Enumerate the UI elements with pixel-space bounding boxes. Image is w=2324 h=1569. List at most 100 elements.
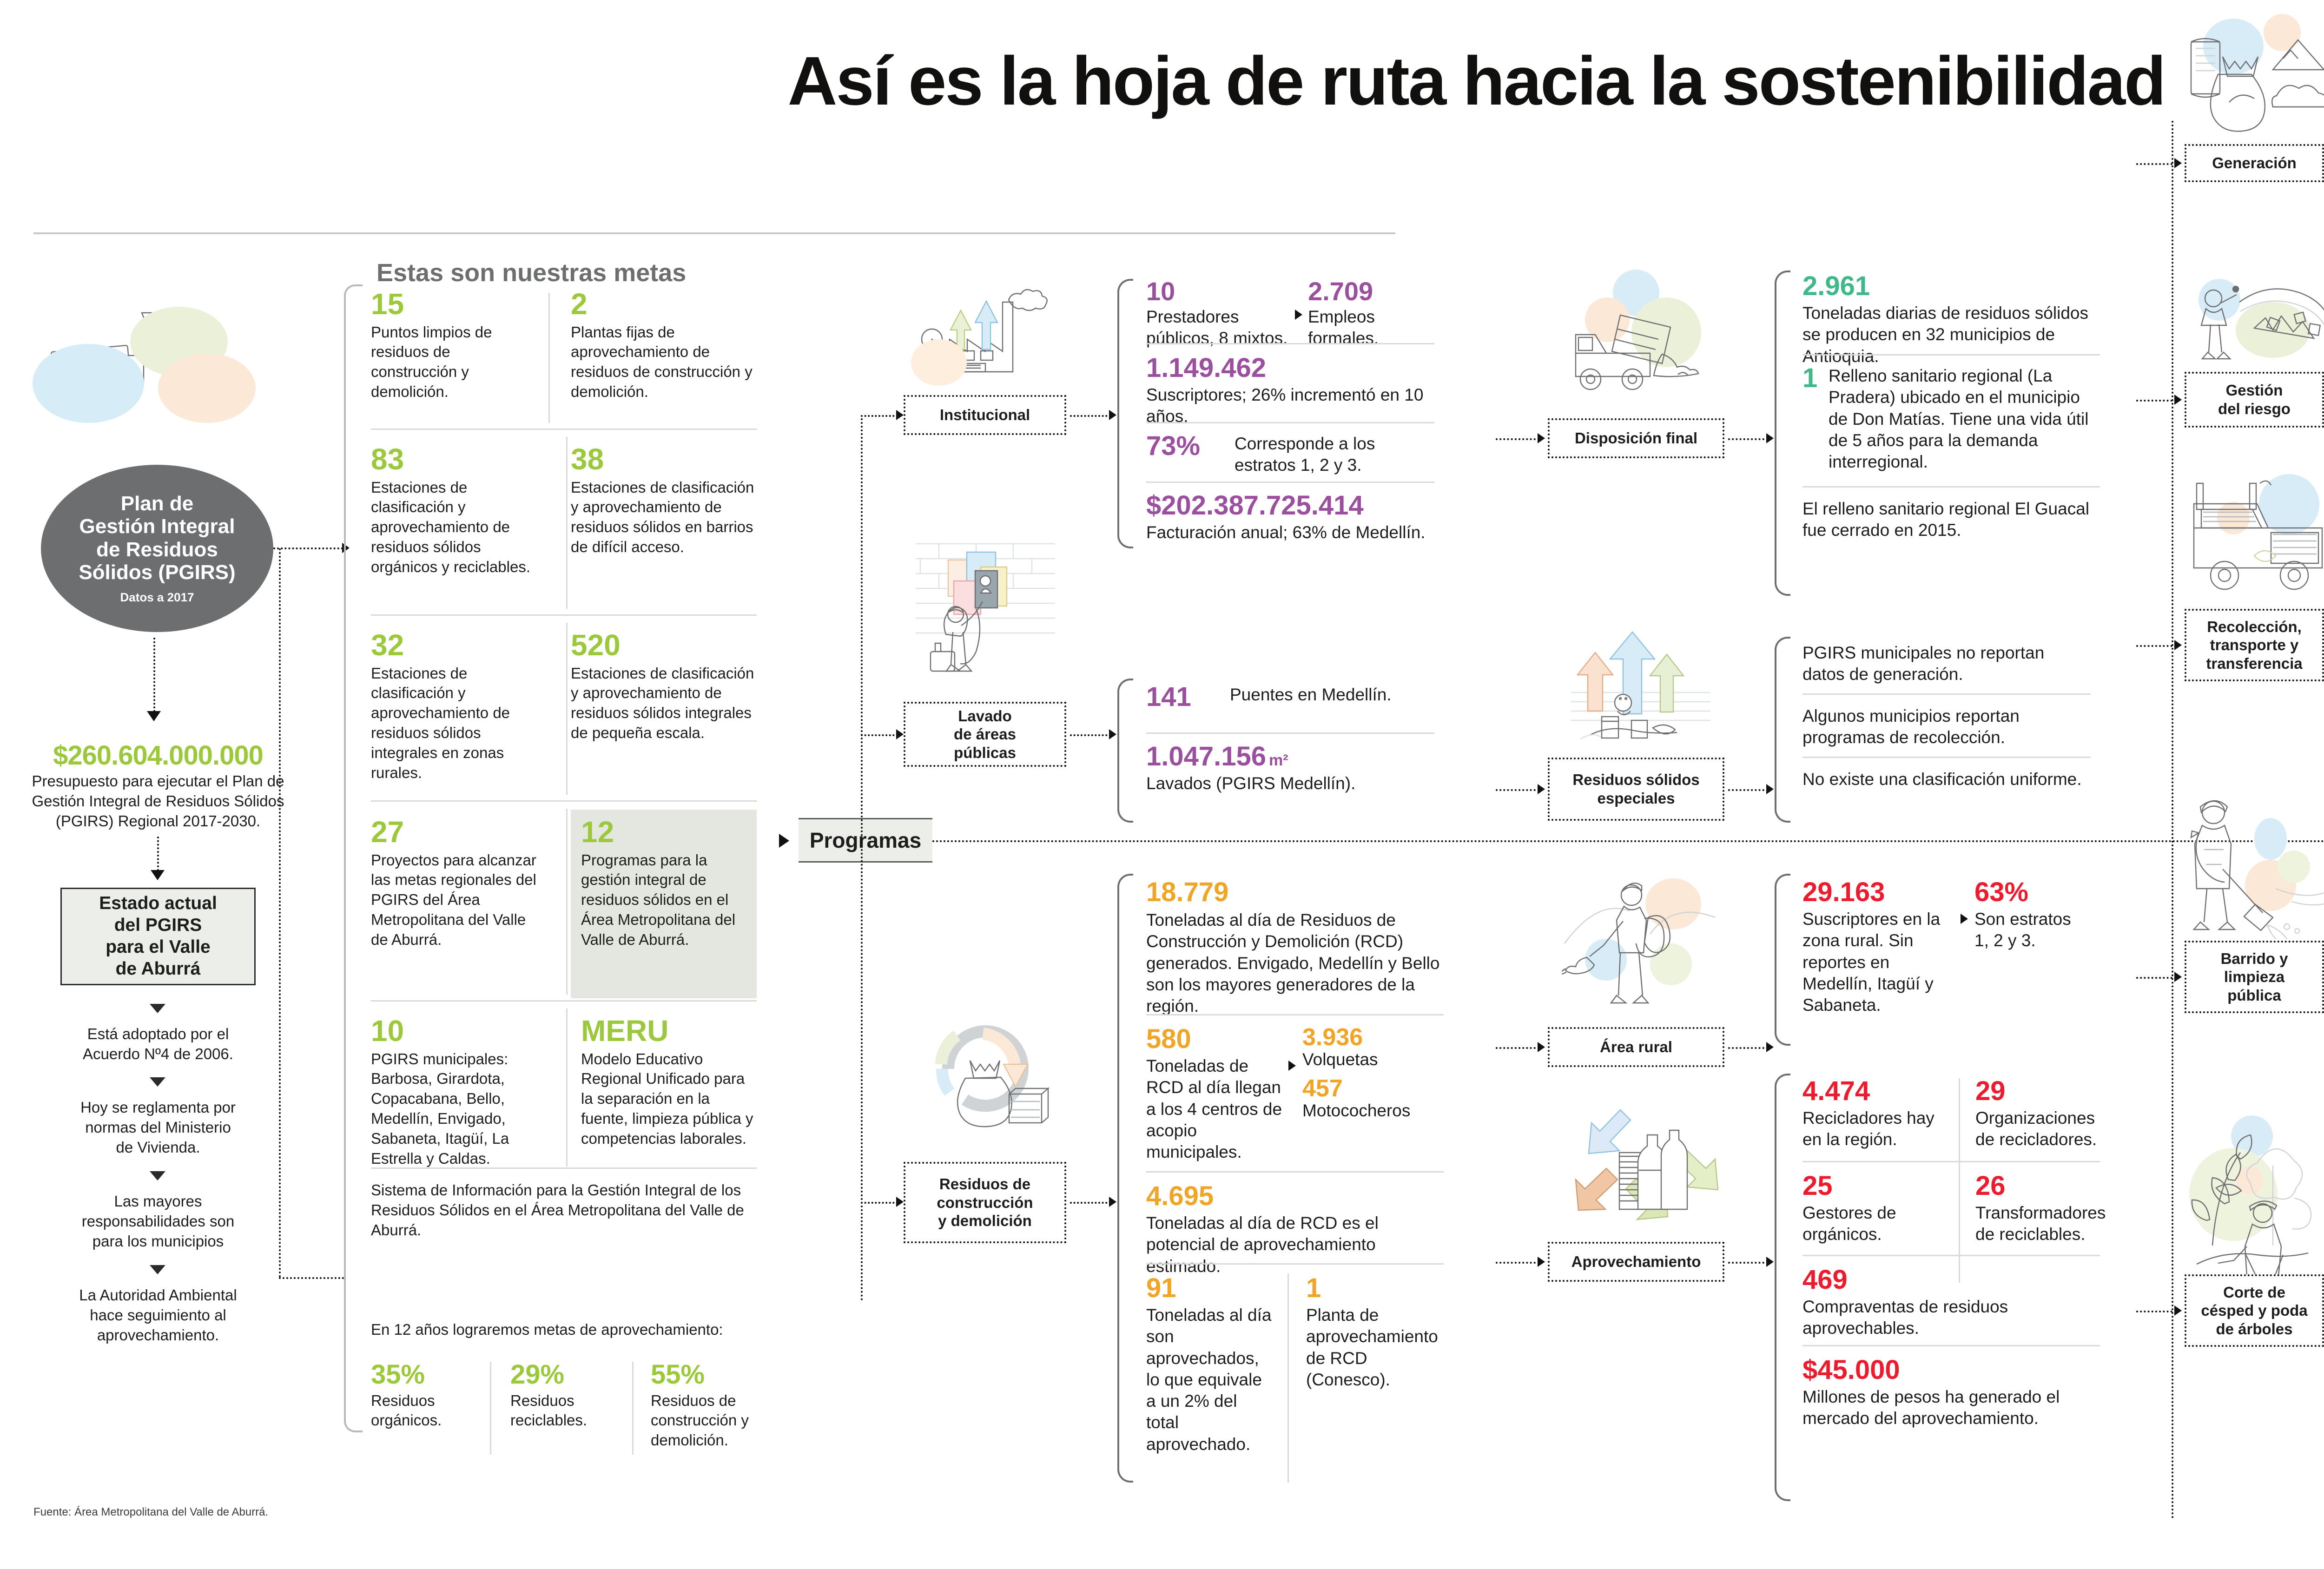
- orange-divider-v: [1287, 1273, 1289, 1483]
- meta-cell-5: 520 Estaciones de clasificación y aprove…: [571, 628, 757, 743]
- illustration-rcd-bag: [913, 995, 1067, 1148]
- meta-text: PGIRS municipales: Barbosa, Girardota, C…: [371, 1050, 509, 1167]
- programas-spine: [861, 418, 863, 1301]
- bracket-rcd: [1117, 874, 1133, 1483]
- pct-number: 35%: [371, 1359, 425, 1390]
- red-aprov-row-0a: 4.474 Recicladores hay en la región.: [1802, 1077, 1942, 1151]
- purple-lavado-row-0: 141 Puentes en Medellín.: [1146, 682, 1434, 712]
- node-disposicion-final[interactable]: Disposición final: [1548, 418, 1724, 458]
- stat-number-2: 2.709: [1308, 277, 1373, 306]
- meta-cell-3: 38 Estaciones de clasificación y aprovec…: [571, 444, 757, 557]
- pct-text: Residuos reciclables.: [510, 1392, 588, 1429]
- stat-text: Compraventas de residuos aprovechables.: [1802, 1297, 2008, 1338]
- chain-step-4: La Autoridad Ambiental hace seguimiento …: [79, 1286, 237, 1344]
- illustration-poster-cleaner: [911, 534, 1064, 688]
- meta-text: Plantas fijas de aprovechamiento de resi…: [571, 323, 753, 401]
- green-disp-row-1: 1 Relleno sanitario regional (La Pradera…: [1802, 363, 2100, 473]
- meta-number: MERU: [581, 1014, 669, 1048]
- stat-text: Recicladores hay en la región.: [1802, 1108, 1934, 1149]
- purple-lavado-row-1: 1.047.156 m² Lavados (PGIRS Medellín).: [1146, 743, 1434, 794]
- stat-number: 580: [1146, 1024, 1191, 1054]
- stat-text: Facturación anual; 63% de Medellín.: [1146, 523, 1426, 542]
- connector-barrido-in: [2136, 977, 2176, 979]
- stat-number: 469: [1802, 1265, 1848, 1295]
- stat-text: Toneladas al día de RCD es el potencial …: [1146, 1213, 1379, 1276]
- connector-core-to-metas: [273, 547, 343, 549]
- purple-divider-2: [1146, 422, 1434, 423]
- metas-grid-vline-3: [566, 623, 568, 795]
- meta-number: 12: [581, 815, 614, 849]
- stat-number: 73%: [1146, 431, 1201, 461]
- node-barrido[interactable]: Barrido y limpieza pública: [2185, 941, 2324, 1013]
- red-aprov-row-1a: 25 Gestores de orgánicos.: [1802, 1172, 1942, 1246]
- chain-arrow-1: [150, 1004, 165, 1013]
- illustration-risk: [2185, 274, 2324, 372]
- connector-especiales-out: [1728, 789, 1768, 791]
- connector-disposicion-in: [1496, 438, 1539, 440]
- illustration-recycling: [1571, 1083, 1724, 1236]
- purple-inst-row-2: 73% Corresponde a los estratos 1, 2 y 3.: [1146, 431, 1434, 476]
- connector-rural-in: [1496, 1047, 1539, 1049]
- meta-number: 83: [371, 442, 404, 476]
- stat-number: $202.387.725.414: [1146, 490, 1364, 521]
- connector-institucional-out-arrow: [1109, 410, 1116, 420]
- stat-number: 1: [1802, 363, 1818, 393]
- node-institucional[interactable]: Institucional: [904, 395, 1066, 435]
- bracket-disposicion: [1775, 270, 1790, 596]
- red-divider-3: [1802, 1345, 2100, 1346]
- chain-arrow-2: [150, 1077, 165, 1087]
- purple-inst-row-1: 1.149.462 Suscriptores; 26% incrementó e…: [1146, 354, 1434, 428]
- connector-riesgo-in-arrow: [2174, 395, 2182, 405]
- orange-row-3a: 91 Toneladas al día son aprovechados, lo…: [1146, 1274, 1272, 1455]
- chain-arrow-3: [150, 1171, 165, 1180]
- node-corte-cesped[interactable]: Corte de césped y poda de árboles: [2185, 1274, 2324, 1347]
- connector-especiales-in-arrow: [1538, 784, 1545, 794]
- chain-step-1: Está adoptado por el Acuerdo Nº4 de 2006…: [83, 1025, 233, 1062]
- stat-number: 10: [1146, 277, 1175, 306]
- connector-core-bottom: [279, 1277, 344, 1279]
- node-aprovechamiento[interactable]: Aprovechamiento: [1548, 1242, 1724, 1282]
- stat-text: Toneladas al día de Residuos de Construc…: [1146, 910, 1440, 1016]
- node-generacion[interactable]: Generación: [2185, 144, 2324, 182]
- stat-text: Prestadores públicos, 8 mixtos.: [1146, 307, 1288, 348]
- pgirs-core-circle: Plan de Gestión Integral de Residuos Sól…: [41, 465, 273, 632]
- orange-row-1: 580 Toneladas de RCD al día llegan a los…: [1146, 1024, 1444, 1163]
- stat-number-2: 29: [1975, 1076, 2006, 1106]
- chain-step-3: Las mayores responsabilidades son para l…: [81, 1193, 235, 1250]
- meta-number: 2: [571, 287, 588, 321]
- stat-text: Toneladas diarias de residuos sólidos se…: [1802, 303, 2088, 366]
- node-residuos-especiales[interactable]: Residuos sólidos especiales: [1548, 758, 1724, 821]
- budget-description: Presupuesto para ejecutar el Plan de Ges…: [32, 772, 284, 830]
- node-rcd[interactable]: Residuos de construcción y demolición: [904, 1162, 1066, 1243]
- stat-text-2: Empleos formales.: [1308, 307, 1379, 348]
- meta-cell-0: 15 Puntos limpios de residuos de constru…: [371, 289, 538, 402]
- stat-text: Suscriptores; 26% incrementó en 10 años.: [1146, 385, 1424, 426]
- connector-institucional-in: [861, 415, 898, 417]
- illustration-tree-pruning: [2180, 1106, 2324, 1278]
- connector-disposicion-out-arrow: [1766, 433, 1774, 443]
- node-area-rural[interactable]: Área rural: [1548, 1027, 1724, 1067]
- connector-generacion-in-arrow: [2174, 158, 2182, 168]
- pgirs-core-title: Plan de Gestión Integral de Residuos Sól…: [79, 492, 236, 584]
- meta-cell-1: 2 Plantas fijas de aprovechamiento de re…: [571, 287, 757, 402]
- red-divider-2: [1802, 1255, 2100, 1256]
- orange-divider-1: [1146, 1014, 1444, 1015]
- connector-rcd-out: [1070, 1202, 1111, 1204]
- stat-text: Toneladas al día son aprovechados, lo qu…: [1146, 1305, 1272, 1454]
- node-lavado[interactable]: Lavado de áreas públicas: [904, 702, 1066, 767]
- stat-number-3: 457: [1302, 1075, 1343, 1102]
- source-note: Fuente: Área Metropolitana del Valle de …: [33, 1506, 269, 1518]
- metas-grid-hline-4: [371, 1000, 757, 1002]
- node-recoleccion[interactable]: Recolección, transporte y transferencia: [2185, 609, 2324, 681]
- stat-number: 4.695: [1146, 1181, 1214, 1211]
- red-aprov-vline: [1959, 1078, 1960, 1283]
- pct-text: Residuos de construcción y demolición.: [651, 1392, 749, 1449]
- node-gestion-riesgo[interactable]: Gestión del riesgo: [2185, 372, 2324, 428]
- stat-text: Toneladas de RCD al día llegan a los 4 c…: [1146, 1056, 1282, 1162]
- programas-label: Programas: [799, 818, 932, 863]
- meta-number: 520: [571, 628, 621, 662]
- budget-value: $260.604.000.000: [53, 740, 264, 771]
- right-spine: [2172, 121, 2173, 1520]
- orange-divider-2: [1146, 1171, 1444, 1173]
- stat-number: 141: [1146, 682, 1191, 712]
